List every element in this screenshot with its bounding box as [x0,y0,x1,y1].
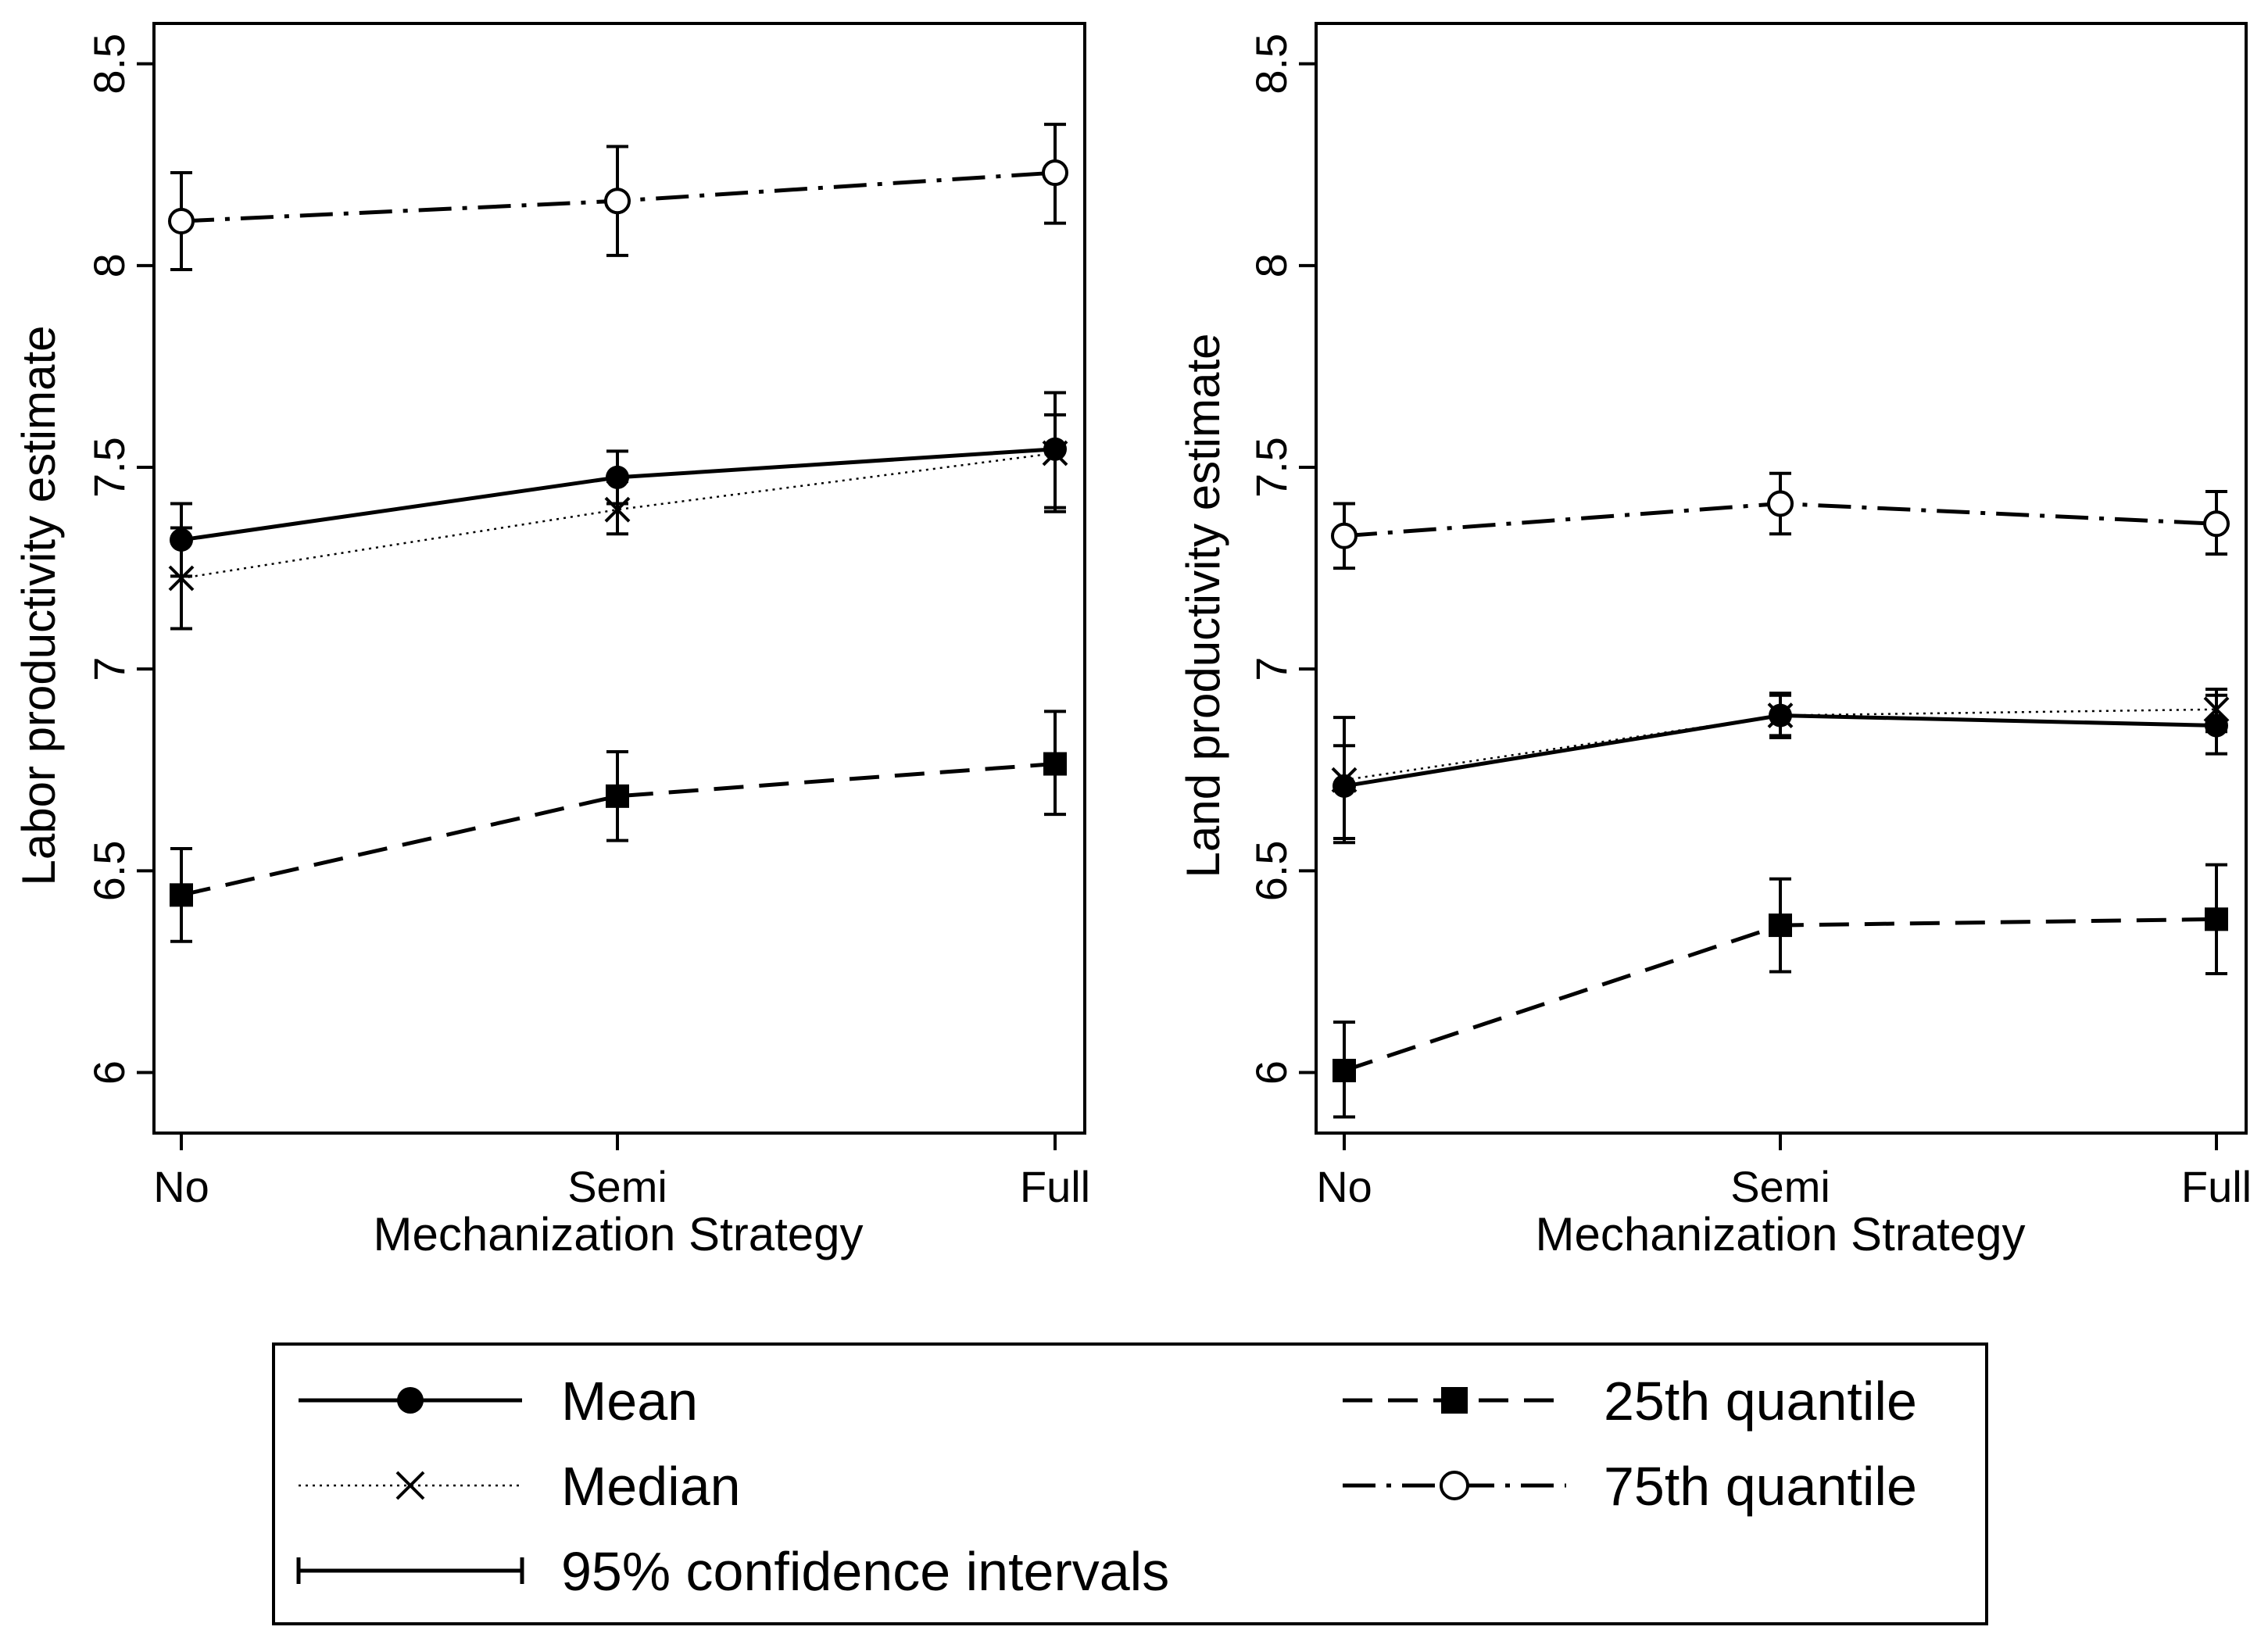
y-tick-label: 7 [84,657,134,681]
y-tick-label: 8.5 [84,34,134,95]
y-tick-label: 7.5 [1247,437,1296,498]
legend-q75-marker [1440,1471,1469,1500]
y-axis-title: Land productivity estimate [1177,333,1229,878]
labor-q25-point [606,784,629,808]
labor-median-point [1042,440,1068,467]
land-q75-point [1331,522,1358,549]
x-tick-label-no: No [1316,1162,1372,1211]
legend-q75-label: 75th quantile [1604,1456,1917,1517]
y-axis-title: Labor productivity estimate [13,325,65,885]
legend-q25-label: 25th quantile [1604,1371,1917,1432]
x-tick-label-semi: Semi [1730,1162,1830,1211]
land-median-line [1343,708,2217,781]
labor-q25-point [1043,752,1067,776]
y-tick-label: 6 [84,1060,134,1085]
labor-q75-point [604,188,631,215]
y-tick-label: 6 [1247,1060,1296,1085]
labor-median-point [604,496,631,523]
x-tick-label-full: Full [1020,1162,1090,1211]
land-median-point [2203,696,2230,723]
y-tick-label: 8.5 [1247,34,1296,95]
labor-q75-point [1042,159,1068,187]
labor-q75-point [168,208,195,235]
labor-productivity-panel: 6 6.5 7 7.5 8 8.5 No Semi Full Mechanization Stra… [13,22,1090,1260]
y-tick-label: 8 [1247,253,1296,277]
y-tick-label: 6.5 [84,840,134,901]
legend-q25-marker [1441,1387,1468,1414]
labor-median-point [168,565,195,592]
y-tick-label: 7 [1247,657,1296,681]
legend-median-label: Median [561,1456,741,1517]
land-median-point [1767,703,1794,728]
y-tick-label: 8 [84,253,134,277]
legend-mean-label: Mean [561,1371,698,1432]
x-tick-label-semi: Semi [567,1162,667,1211]
x-axis-title: Mechanization Strategy [373,1208,863,1260]
land-q25-point [1769,913,1792,938]
legend-ci-label: 95% confidence intervals [561,1541,1169,1602]
land-q25-point [1333,1058,1356,1082]
y-tick-label: 6.5 [1247,840,1296,901]
legend: Mean Median 95% confidence intervals 25t… [272,1342,1988,1625]
land-productivity-panel: 6 6.5 7 7.5 8 8.5 No Semi Full Mechanization Stra… [1177,22,2252,1260]
legend-mean-marker [397,1387,424,1414]
land-q75-point [2203,510,2230,538]
labor-q25-line [181,762,1056,897]
x-tick-label-full: Full [2181,1162,2252,1211]
legend-box [272,1342,1988,1625]
labor-mean-point [606,465,629,489]
plot-area [152,22,1086,1135]
y-tick-label: 7.5 [84,437,134,498]
x-axis-title: Mechanization Strategy [1535,1208,2025,1260]
land-q75-point [1767,490,1794,517]
land-q25-point [2205,907,2228,931]
legend-median-marker [395,1471,425,1500]
labor-q25-point [170,883,193,907]
land-median-point [1331,767,1358,793]
x-tick-label-no: No [153,1162,209,1211]
